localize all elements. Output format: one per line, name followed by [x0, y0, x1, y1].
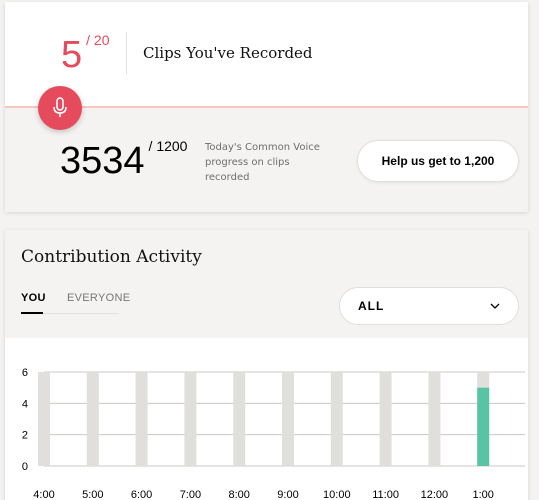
clips-label: Clips You've Recorded: [143, 44, 313, 62]
x-tick-label-8: 12:00: [421, 489, 449, 500]
record-button[interactable]: [38, 86, 82, 130]
microphone-icon: [53, 97, 67, 117]
y-tick-label-2: 4: [22, 398, 28, 410]
progress-description: Today's Common Voice progress on clips r…: [205, 142, 320, 183]
x-tick-label-0: 4:00: [33, 489, 54, 500]
bar-track-2: [135, 372, 148, 466]
x-tick-label-1: 5:00: [82, 489, 103, 500]
bar-track-7: [379, 372, 392, 466]
y-tick-label-0: 0: [22, 461, 28, 473]
clips-count: 5/ 20: [61, 32, 110, 77]
bar-value-9: [477, 387, 490, 466]
bar-track-5: [282, 372, 294, 466]
tabs-underline: [21, 313, 119, 314]
progress-divider: [5, 106, 528, 108]
x-tick-label-4: 8:00: [228, 489, 249, 500]
chevron-down-icon: [490, 303, 500, 309]
select-value: ALL: [358, 299, 385, 313]
bar-track-1: [86, 372, 99, 466]
contribution-activity-card: Contribution Activity YOU EVERYONE ALL 0…: [5, 230, 528, 500]
stats-card: 5/ 20 Clips You've Recorded 3534/ 1200 T…: [5, 2, 528, 212]
bar-track-0: [38, 372, 50, 466]
activity-chart: 0 2 4 6 4:00 5:00 6:00 7:00 8:00 9:00 10:00 11:00 12…: [22, 367, 525, 500]
bar-track-4: [233, 372, 246, 466]
y-tick-label-3: 6: [22, 367, 28, 379]
x-tick-label-7: 11:00: [372, 489, 399, 500]
x-tick-label-3: 7:00: [180, 489, 201, 500]
bar-track-3: [184, 372, 197, 466]
total-clips-value: 3534: [60, 140, 145, 182]
clips-count-value: 5: [61, 34, 83, 76]
bar-track-8: [428, 372, 441, 466]
bar-track-6: [330, 372, 343, 466]
x-tick-label-9: 1:00: [472, 489, 493, 500]
active-tab-indicator: [21, 312, 43, 314]
x-tick-label-2: 6:00: [131, 489, 152, 500]
total-clips-count: 3534/ 1200: [60, 138, 187, 183]
activity-title: Contribution Activity: [21, 247, 202, 267]
tab-you[interactable]: YOU: [21, 292, 46, 304]
personal-stats-section: [5, 2, 528, 106]
vertical-divider: [126, 32, 127, 74]
x-tick-label-5: 9:00: [277, 489, 298, 500]
clips-goal: / 20: [86, 32, 110, 48]
total-clips-goal: / 1200: [148, 138, 188, 154]
tab-everyone[interactable]: EVERYONE: [67, 292, 131, 304]
activity-filter-select[interactable]: ALL: [339, 287, 519, 325]
y-tick-label-1: 2: [22, 430, 28, 442]
x-tick-label-6: 10:00: [323, 489, 351, 500]
help-us-button[interactable]: Help us get to 1,200: [357, 140, 519, 182]
